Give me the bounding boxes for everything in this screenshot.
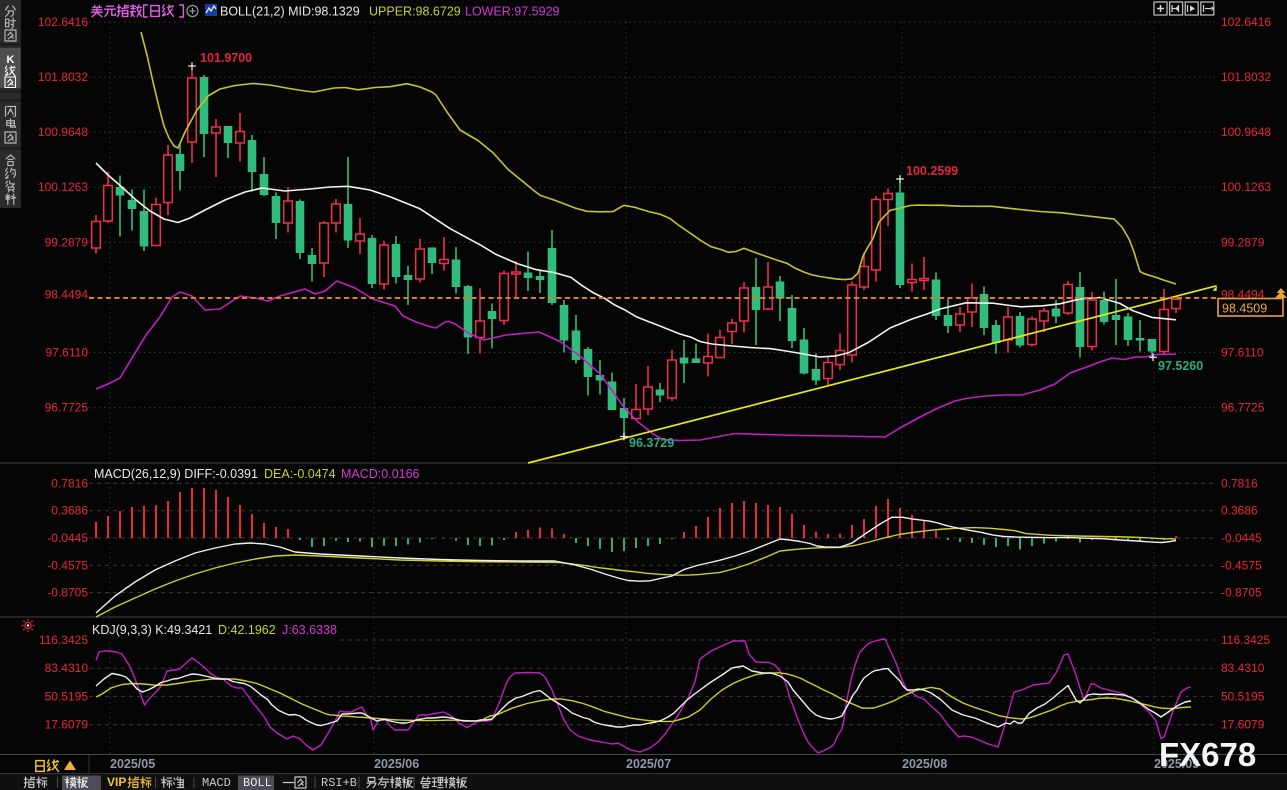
svg-text:83.4310: 83.4310: [45, 661, 89, 675]
svg-text:17.6079: 17.6079: [45, 718, 89, 732]
svg-text:83.4310: 83.4310: [1221, 661, 1265, 675]
svg-text:102.6416: 102.6416: [1221, 15, 1271, 29]
svg-text:MACD:0.0166: MACD:0.0166: [341, 467, 420, 481]
svg-text:100.1263: 100.1263: [38, 180, 88, 194]
svg-text:50.5195: 50.5195: [1221, 689, 1265, 703]
svg-text:102.6416: 102.6416: [38, 15, 88, 29]
svg-text:99.2879: 99.2879: [45, 235, 89, 249]
svg-text:J:63.6338: J:63.6338: [282, 623, 337, 637]
svg-text:0.3686: 0.3686: [51, 504, 88, 518]
svg-text:UPPER:98.6729: UPPER:98.6729: [369, 5, 461, 19]
svg-text:K: K: [7, 54, 15, 66]
svg-text:96.7725: 96.7725: [45, 401, 89, 415]
svg-text:97.6110: 97.6110: [1221, 346, 1264, 360]
svg-text:MACD: MACD: [202, 776, 231, 790]
svg-text:LOWER:97.5929: LOWER:97.5929: [465, 5, 560, 19]
svg-text:VIP: VIP: [107, 775, 126, 789]
svg-text:2025/06: 2025/06: [374, 757, 419, 771]
svg-text:-0.4575: -0.4575: [47, 558, 88, 572]
svg-text:98.4509: 98.4509: [1222, 302, 1267, 316]
svg-text:FX678: FX678: [1159, 736, 1256, 773]
svg-text:RSI+B: RSI+B: [321, 776, 357, 790]
svg-text:BOLL: BOLL: [243, 776, 272, 790]
svg-text:-0.0445: -0.0445: [47, 531, 88, 545]
svg-text:0.7816: 0.7816: [51, 476, 88, 490]
svg-text:96.7725: 96.7725: [1221, 401, 1265, 415]
svg-text:D:42.1962: D:42.1962: [218, 623, 276, 637]
svg-text:100.9648: 100.9648: [1221, 125, 1271, 139]
svg-text:KDJ(9,3,3) K:49.3421: KDJ(9,3,3) K:49.3421: [92, 623, 212, 637]
svg-text:2025/07: 2025/07: [626, 757, 671, 771]
svg-text:98.4494: 98.4494: [45, 287, 89, 301]
svg-text:116.3425: 116.3425: [39, 633, 88, 647]
svg-text:-0.8705: -0.8705: [1221, 586, 1262, 600]
svg-text:101.8032: 101.8032: [1221, 70, 1271, 84]
svg-text:99.2879: 99.2879: [1221, 235, 1265, 249]
svg-text:DEA:-0.0474: DEA:-0.0474: [264, 467, 336, 481]
svg-text:50.5195: 50.5195: [45, 689, 89, 703]
svg-text:96.3729: 96.3729: [629, 436, 674, 450]
svg-text:97.6110: 97.6110: [46, 346, 89, 360]
svg-text:0.3686: 0.3686: [1221, 504, 1258, 518]
svg-text:97.5260: 97.5260: [1158, 359, 1203, 373]
svg-text:101.8032: 101.8032: [38, 70, 88, 84]
svg-text:100.2599: 100.2599: [906, 164, 958, 178]
svg-text:100.1263: 100.1263: [1221, 180, 1271, 194]
svg-text:101.9700: 101.9700: [200, 51, 252, 65]
svg-text:BOLL(21,2) MID:98.1329: BOLL(21,2) MID:98.1329: [220, 5, 360, 19]
svg-text:2025/09: 2025/09: [1154, 757, 1199, 771]
svg-text:2025/08: 2025/08: [902, 757, 947, 771]
svg-text:2025/05: 2025/05: [110, 757, 155, 771]
svg-text:100.9648: 100.9648: [38, 125, 88, 139]
svg-text:-0.0445: -0.0445: [1221, 531, 1262, 545]
svg-text:0.7816: 0.7816: [1221, 476, 1258, 490]
svg-text:116.3425: 116.3425: [1221, 633, 1270, 647]
svg-text:MACD(26,12,9) DIFF:-0.0391: MACD(26,12,9) DIFF:-0.0391: [94, 467, 258, 481]
svg-text:-0.4575: -0.4575: [1221, 558, 1262, 572]
svg-text:17.6079: 17.6079: [1221, 718, 1265, 732]
svg-text:-0.8705: -0.8705: [47, 586, 88, 600]
